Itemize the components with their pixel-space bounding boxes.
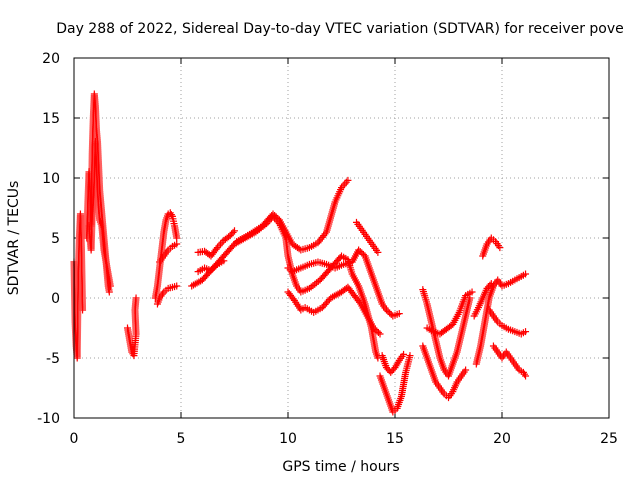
data-sample [210,263,218,271]
data-point [207,266,215,274]
series-late-19h-a [472,270,530,368]
data-point [395,310,403,318]
x-tick-label: 10 [279,431,297,447]
y-tick-label: 0 [51,291,60,307]
data-point [400,350,408,358]
data-sample [384,308,392,315]
data-sample [209,265,217,273]
data-point [355,246,363,254]
y-axis-label: SDTVAR / TECUs [6,181,22,296]
x-tick-label: 5 [177,431,186,447]
data-point [105,288,113,296]
series-track-wave-a [194,227,238,260]
data-point [496,244,504,252]
data-point [173,234,181,242]
series-track-lower [284,283,384,338]
series-late-15h-a [376,352,414,416]
series-track-wave-b [194,257,228,276]
plot-frame [73,57,610,419]
data-sample [374,329,382,336]
y-tick-label: 10 [42,171,60,187]
data-sample [387,311,395,318]
data-point [231,227,238,235]
x-tick-label: 25 [600,431,618,447]
series-late-19h-d [489,342,530,380]
y-tick-label: 20 [42,51,60,67]
data-sample [271,212,279,219]
data-sample [229,228,237,236]
x-axis-label: GPS time / hours [282,459,399,475]
series-dip-2-3h [124,294,140,360]
data-point [344,176,352,184]
series-track-upper [233,176,352,254]
data-point [370,324,378,332]
data-point [220,257,228,265]
data-point [522,270,530,278]
y-tick-label: -5 [46,351,60,367]
data-point [406,352,414,360]
data-point [376,330,384,338]
y-tick-label: -10 [37,411,60,427]
series-late-19h-c [485,306,530,338]
series-late-16h-b [419,342,470,402]
data-sample [386,309,394,317]
data-point [522,372,530,380]
data-point [382,306,390,314]
data-point [106,282,114,290]
data-point [468,288,476,296]
data-sample [212,262,220,270]
data-point [487,280,495,288]
series-late-16h-a [419,286,474,380]
series-rise-4h-c [156,240,181,266]
series-early-spike-a [70,210,87,362]
x-tick-label: 15 [386,431,404,447]
series-track-mid [284,246,403,320]
series-late-19h-b [479,234,504,260]
data-point [522,328,530,336]
data-point [173,240,181,248]
data-sample [486,281,494,289]
data-point [269,210,277,218]
series-late-19h-e [470,280,495,320]
data-point [173,282,181,290]
data-sample [356,248,364,255]
data-sample [373,327,381,335]
chart-title: Day 288 of 2022, Sidereal Day-to-day VTE… [56,21,624,37]
y-tick-label: 15 [42,111,60,127]
data-sample [355,298,363,306]
series-rise-4h-b [153,282,181,308]
data-point [462,366,470,374]
data-sample [358,249,366,257]
data-sample [272,213,280,221]
series-late-16h-c [423,288,476,338]
y-tick-label: 5 [51,231,60,247]
data-points [70,90,530,416]
x-tick-label: 0 [70,431,79,447]
series-early-spike-c [85,138,114,290]
data-point [374,248,382,256]
data-point [79,306,87,314]
series-late-15h-b [378,350,408,376]
data-sample [289,295,297,303]
data-point [132,294,140,302]
tick-labels: 0 5 10 15 20 25 -10 -5 0 5 10 15 20 [37,51,618,447]
series-track-wave-c [352,218,382,256]
data-sample [371,326,379,333]
x-tick-label: 20 [493,431,511,447]
